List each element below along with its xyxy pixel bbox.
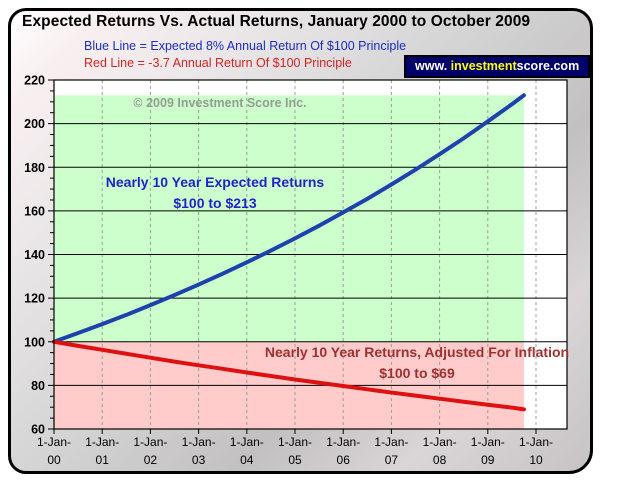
y-axis-label: 180 [24, 161, 45, 175]
x-axis-label-year: 09 [481, 453, 495, 467]
y-axis-label: 60 [31, 423, 45, 437]
y-axis-label: 100 [24, 335, 45, 349]
badge-score-text: score.com [516, 59, 580, 73]
badge-www-text: www. [415, 59, 451, 73]
x-axis-label-prefix: 1-Jan- [326, 435, 360, 449]
x-axis-label-prefix: 1-Jan- [519, 435, 553, 449]
x-axis-label-year: 04 [240, 453, 254, 467]
x-axis-label-prefix: 1-Jan- [85, 435, 119, 449]
x-axis-label-prefix: 1-Jan- [230, 435, 264, 449]
y-axis-label: 80 [31, 379, 45, 393]
y-axis-label: 220 [24, 74, 45, 88]
expected-returns-annotation: Nearly 10 Year Expected Returns $100 to … [45, 172, 385, 214]
y-axis-label: 160 [24, 204, 45, 218]
annotation-line-1: Nearly 10 Year Expected Returns [105, 174, 325, 190]
y-axis-label: 140 [24, 248, 45, 262]
website-badge[interactable]: www. investmentscore.com [404, 55, 591, 78]
x-axis-label-year: 03 [192, 453, 206, 467]
y-axis-label: 120 [24, 292, 45, 306]
x-axis-label-prefix: 1-Jan- [133, 435, 167, 449]
chart-title: Expected Returns Vs. Actual Returns, Jan… [22, 13, 531, 30]
x-axis-label-year: 05 [288, 453, 302, 467]
copyright-watermark: © 2009 Investment Score Inc. [133, 96, 307, 110]
x-axis-label-prefix: 1-Jan- [182, 435, 216, 449]
y-axis-label: 200 [24, 117, 45, 131]
x-axis-label-year: 00 [47, 453, 61, 467]
x-axis-label-year: 02 [144, 453, 158, 467]
inflation-returns-annotation: Nearly 10 Year Returns, Adjusted For Inf… [217, 342, 617, 384]
annotation-line-1: Nearly 10 Year Returns, Adjusted For Inf… [264, 344, 570, 360]
expected-8pct-return-line [52, 93, 526, 344]
x-axis-label-prefix: 1-Jan- [471, 435, 505, 449]
x-axis-label-year: 07 [385, 453, 399, 467]
x-axis-label-prefix: 1-Jan- [37, 435, 71, 449]
annotation-line-2: $100 to $69 [379, 365, 455, 381]
expected-returns-region [54, 95, 524, 342]
x-axis-label-year: 01 [96, 453, 110, 467]
badge-investment-text: investment [450, 59, 517, 73]
legend-red-line: Red Line = -3.7 Annual Return Of $100 Pr… [84, 56, 352, 70]
x-axis-label-prefix: 1-Jan- [278, 435, 312, 449]
x-axis-label-prefix: 1-Jan- [374, 435, 408, 449]
inflation-adjusted-return-line [52, 339, 526, 412]
x-axis-label-year: 08 [433, 453, 447, 467]
x-axis-label-year: 10 [529, 453, 543, 467]
legend-blue-line: Blue Line = Expected 8% Annual Return Of… [84, 39, 407, 53]
annotation-line-2: $100 to $213 [173, 195, 257, 211]
x-axis-label-prefix: 1-Jan- [423, 435, 457, 449]
x-axis-label-year: 06 [337, 453, 351, 467]
